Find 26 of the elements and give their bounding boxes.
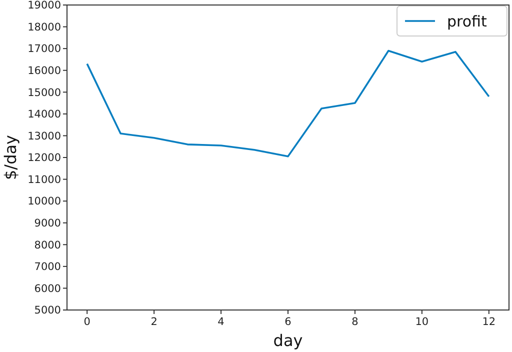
x-tick-label: 6 <box>284 316 292 328</box>
y-tick-label: 10000 <box>28 196 61 208</box>
x-tick-label: 8 <box>352 316 358 328</box>
y-tick-label: 13000 <box>28 130 61 142</box>
y-tick-label: 11000 <box>28 174 61 186</box>
y-tick-label: 18000 <box>28 21 61 34</box>
y-tick-label: 8000 <box>34 239 61 252</box>
y-tick-label: 14000 <box>28 108 61 121</box>
line-series <box>86 50 490 158</box>
y-tick-label: 7000 <box>34 261 61 274</box>
x-tick-label: 12 <box>482 316 496 328</box>
x-tick-label: 2 <box>150 316 158 328</box>
y-tick-label: 12000 <box>28 152 61 164</box>
legend-label: profit <box>447 12 487 30</box>
y-tick-label: 6000 <box>34 282 61 295</box>
y-tick-label: 5000 <box>34 304 61 317</box>
y-axis-title: $/day <box>1 135 20 180</box>
y-tick-label: 15000 <box>28 86 61 99</box>
y-tick-label: 16000 <box>28 65 61 78</box>
x-tick-label: 0 <box>84 316 90 328</box>
x-axis-title: day <box>273 331 303 350</box>
y-tick-label: 19000 <box>28 0 61 12</box>
y-tick-label: 9000 <box>34 218 61 230</box>
x-tick-label: 10 <box>415 316 429 328</box>
x-tick-label: 4 <box>218 316 225 328</box>
y-tick-label: 17000 <box>28 43 61 56</box>
